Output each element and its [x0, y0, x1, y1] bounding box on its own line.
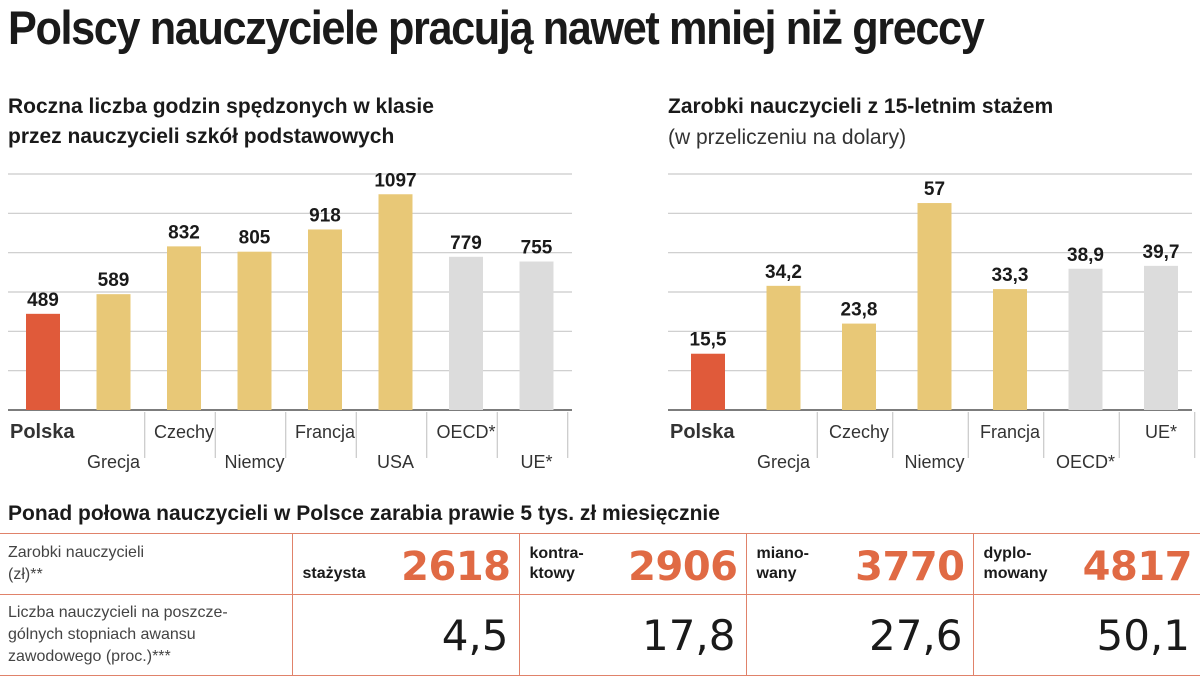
salary-cell-mianowany: miano- wany 3770 [745, 533, 973, 595]
bar-grecja [766, 285, 801, 410]
data-label: 755 [521, 238, 553, 259]
data-label: 38,9 [1067, 245, 1104, 266]
share-cell: 17,8 [518, 594, 746, 676]
data-label: 57 [924, 179, 945, 200]
share-row-label-line1: Liczba nauczycieli na poszcze- [8, 604, 228, 621]
hours-bar-chart: 489 Polska 589 Grecja 832 Czechy 805 Niemcy 918 F… [8, 170, 572, 472]
bar-niemcy [917, 203, 952, 410]
share-value: 4,5 [441, 610, 509, 660]
share-row-label-line3: zawodowego (proc.)*** [8, 648, 171, 665]
salary-row-label-line2: (zł)** [8, 566, 43, 583]
category-label: OECD* [436, 422, 495, 442]
category-label: Niemcy [904, 452, 964, 472]
chart2-note: (w przeliczeniu na dolary) [668, 126, 907, 149]
data-label: 39,7 [1143, 242, 1180, 263]
category-label: UE* [520, 452, 552, 472]
bar-grecja [96, 294, 131, 410]
level-label-line1: miano- [756, 545, 809, 562]
salary-cell-dyplomowany: dyplo- mowany 4817 [972, 533, 1200, 595]
bar-czechy [167, 246, 201, 410]
salary-value: 3770 [855, 544, 965, 590]
bar-polska [691, 353, 725, 410]
category-label: Czechy [829, 422, 889, 442]
data-label: 589 [98, 270, 130, 291]
data-label: 918 [309, 205, 341, 226]
level-label-line2: ktowy [529, 565, 575, 582]
salary-value: 4817 [1082, 544, 1193, 590]
headline: Polscy nauczyciele pracują nawet mniej n… [8, 1, 985, 54]
table-title: Ponad połowa nauczycieli w Polsce zarabi… [8, 502, 720, 525]
level-label-line2: stażysta [302, 565, 366, 582]
category-label: Czechy [154, 422, 214, 442]
level-label: dyplo- mowany [984, 544, 1048, 584]
data-label: 33,3 [992, 265, 1029, 286]
bar-francja [308, 229, 342, 410]
share-row-label-line2: gólnych stopniach awansu [8, 626, 196, 643]
category-label: USA [377, 452, 414, 472]
category-label: Francja [980, 422, 1041, 442]
bar-oecd [449, 256, 483, 410]
data-label: 34,2 [765, 262, 802, 283]
category-label: UE* [1145, 422, 1177, 442]
level-label-line2: mowany [983, 565, 1048, 582]
data-label: 832 [168, 222, 200, 243]
share-cell: 27,6 [745, 594, 973, 676]
share-value: 27,6 [868, 610, 963, 660]
level-label: stażysta [303, 564, 366, 584]
salary-table: Zarobki nauczycieli (zł)** stażysta 2618… [0, 533, 1200, 676]
chart2-title: Zarobki nauczycieli z 15-letnim stażem [668, 95, 1054, 118]
salary-row-label-line1: Zarobki nauczycieli [8, 544, 145, 561]
salary-cell-kontraktowy: kontra- ktowy 2906 [518, 533, 746, 595]
category-label: Francja [295, 422, 356, 442]
chart1-title-line2: przez nauczycieli szkół podstawowych [8, 125, 395, 148]
level-label: kontra- ktowy [530, 544, 584, 584]
category-label: Polska [670, 421, 735, 443]
share-cell: 50,1 [972, 594, 1200, 676]
bar-usa [378, 194, 413, 410]
bar-polska [26, 313, 60, 410]
bar-ue [519, 261, 554, 410]
level-label-line1: kontra- [529, 545, 584, 562]
salary-row: Zarobki nauczycieli (zł)** stażysta 2618… [0, 533, 1200, 595]
category-label: Grecja [87, 452, 141, 472]
salary-bar-chart: 15,5 Polska 34,2 Grecja 23,8 Czechy 57 Niemcy 33… [668, 173, 1196, 472]
salary-value: 2618 [401, 544, 511, 590]
data-label: 805 [239, 228, 271, 249]
share-row: Liczba nauczycieli na poszcze- gólnych s… [0, 594, 1200, 676]
share-row-label: Liczba nauczycieli na poszcze- gólnych s… [0, 594, 292, 676]
level-label: miano- wany [757, 544, 809, 584]
category-label: Grecja [757, 452, 811, 472]
share-cell: 4,5 [291, 594, 519, 676]
share-value: 50,1 [1096, 610, 1190, 660]
category-label: OECD* [1056, 452, 1115, 472]
salary-cell-stazysta: stażysta 2618 [291, 533, 519, 595]
bar-ue [1144, 265, 1178, 410]
category-label: Niemcy [224, 452, 284, 472]
chart1-title-line1: Roczna liczba godzin spędzonych w klasie [8, 95, 434, 118]
data-label: 489 [27, 290, 59, 311]
level-label-line1: dyplo- [983, 545, 1032, 562]
data-label: 779 [450, 233, 482, 254]
salary-row-label: Zarobki nauczycieli (zł)** [0, 533, 292, 595]
data-label: 15,5 [690, 330, 727, 351]
bar-czechy [842, 323, 876, 410]
share-value: 17,8 [641, 610, 736, 660]
data-label: 23,8 [841, 300, 878, 321]
bar-niemcy [237, 251, 272, 410]
bar-oecd [1068, 268, 1103, 410]
level-label-line2: wany [756, 565, 797, 582]
data-label: 1097 [374, 170, 416, 191]
category-label: Polska [10, 421, 75, 443]
bar-francja [993, 289, 1027, 410]
salary-value: 2906 [628, 544, 738, 590]
